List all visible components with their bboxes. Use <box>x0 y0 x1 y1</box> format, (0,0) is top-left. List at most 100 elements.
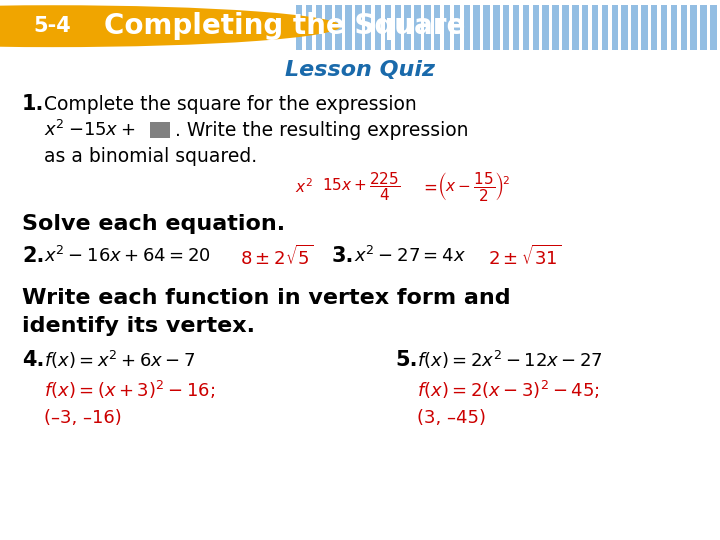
FancyBboxPatch shape <box>542 35 549 50</box>
Text: as a binomial squared.: as a binomial squared. <box>44 147 257 166</box>
FancyBboxPatch shape <box>296 35 302 50</box>
FancyBboxPatch shape <box>651 35 657 50</box>
Text: identify its vertex.: identify its vertex. <box>22 316 255 336</box>
FancyBboxPatch shape <box>296 20 302 35</box>
FancyBboxPatch shape <box>395 20 401 35</box>
FancyBboxPatch shape <box>336 20 342 35</box>
FancyBboxPatch shape <box>405 5 411 20</box>
FancyBboxPatch shape <box>493 5 500 20</box>
FancyBboxPatch shape <box>296 5 302 20</box>
FancyBboxPatch shape <box>523 20 529 35</box>
FancyBboxPatch shape <box>690 20 697 35</box>
FancyBboxPatch shape <box>464 5 470 20</box>
FancyBboxPatch shape <box>365 5 372 20</box>
FancyBboxPatch shape <box>631 5 638 20</box>
Text: (3, –45): (3, –45) <box>417 409 486 427</box>
Text: $\left(x - \dfrac{15}{2}\right)^{\!2}$: $\left(x - \dfrac{15}{2}\right)^{\!2}$ <box>437 170 510 203</box>
FancyBboxPatch shape <box>631 35 638 50</box>
FancyBboxPatch shape <box>375 35 382 50</box>
Text: $8 \pm 2\sqrt{5}$: $8 \pm 2\sqrt{5}$ <box>240 244 313 268</box>
FancyBboxPatch shape <box>680 5 687 20</box>
FancyBboxPatch shape <box>641 20 647 35</box>
FancyBboxPatch shape <box>621 20 628 35</box>
FancyBboxPatch shape <box>641 35 647 50</box>
FancyBboxPatch shape <box>493 35 500 50</box>
FancyBboxPatch shape <box>572 35 579 50</box>
FancyBboxPatch shape <box>552 5 559 20</box>
FancyBboxPatch shape <box>533 5 539 20</box>
FancyBboxPatch shape <box>424 35 431 50</box>
FancyBboxPatch shape <box>582 20 588 35</box>
FancyBboxPatch shape <box>306 35 312 50</box>
Text: $f(x) = 2x^2 - 12x - 27$: $f(x) = 2x^2 - 12x - 27$ <box>417 349 603 372</box>
FancyBboxPatch shape <box>315 20 322 35</box>
Text: $x^2 - 16x + 64 = 20$: $x^2 - 16x + 64 = 20$ <box>44 246 211 266</box>
FancyBboxPatch shape <box>306 5 312 20</box>
FancyBboxPatch shape <box>336 5 342 20</box>
FancyBboxPatch shape <box>631 20 638 35</box>
FancyBboxPatch shape <box>661 20 667 35</box>
FancyBboxPatch shape <box>513 35 519 50</box>
FancyBboxPatch shape <box>365 35 372 50</box>
Text: 1.: 1. <box>22 94 45 114</box>
Text: $f(x)= x^2 + 6x - 7$: $f(x)= x^2 + 6x - 7$ <box>44 349 195 372</box>
FancyBboxPatch shape <box>444 5 450 20</box>
Text: $=$: $=$ <box>420 177 437 195</box>
Text: Solve each equation.: Solve each equation. <box>22 214 285 234</box>
FancyBboxPatch shape <box>651 5 657 20</box>
FancyBboxPatch shape <box>651 20 657 35</box>
FancyBboxPatch shape <box>592 20 598 35</box>
FancyBboxPatch shape <box>444 20 450 35</box>
FancyBboxPatch shape <box>315 5 322 20</box>
FancyBboxPatch shape <box>405 35 411 50</box>
FancyBboxPatch shape <box>150 123 170 138</box>
Circle shape <box>0 5 341 47</box>
FancyBboxPatch shape <box>384 5 391 20</box>
FancyBboxPatch shape <box>474 5 480 20</box>
FancyBboxPatch shape <box>710 35 716 50</box>
FancyBboxPatch shape <box>483 35 490 50</box>
Text: Holt McDougal Algebra 2: Holt McDougal Algebra 2 <box>9 524 138 534</box>
FancyBboxPatch shape <box>710 5 716 20</box>
FancyBboxPatch shape <box>562 20 569 35</box>
Text: Lesson Quiz: Lesson Quiz <box>285 60 435 80</box>
Text: $x^2 - 27 = 4x$: $x^2 - 27 = 4x$ <box>354 246 466 266</box>
Text: Completing the Square: Completing the Square <box>104 12 466 40</box>
FancyBboxPatch shape <box>493 20 500 35</box>
FancyBboxPatch shape <box>474 35 480 50</box>
Text: Complete the square for the expression: Complete the square for the expression <box>44 95 417 114</box>
FancyBboxPatch shape <box>611 35 618 50</box>
FancyBboxPatch shape <box>306 20 312 35</box>
FancyBboxPatch shape <box>345 20 351 35</box>
Text: 4.: 4. <box>22 350 45 370</box>
FancyBboxPatch shape <box>503 35 510 50</box>
Text: Copyright © by Holt Mc Dougal. All Rights Reserved.: Copyright © by Holt Mc Dougal. All Right… <box>454 524 711 534</box>
FancyBboxPatch shape <box>582 35 588 50</box>
FancyBboxPatch shape <box>414 5 420 20</box>
FancyBboxPatch shape <box>355 20 361 35</box>
FancyBboxPatch shape <box>395 35 401 50</box>
FancyBboxPatch shape <box>562 35 569 50</box>
FancyBboxPatch shape <box>325 35 332 50</box>
FancyBboxPatch shape <box>464 35 470 50</box>
FancyBboxPatch shape <box>315 35 322 50</box>
FancyBboxPatch shape <box>690 5 697 20</box>
FancyBboxPatch shape <box>542 5 549 20</box>
FancyBboxPatch shape <box>701 20 707 35</box>
Text: 5-4: 5-4 <box>34 16 71 36</box>
FancyBboxPatch shape <box>611 20 618 35</box>
FancyBboxPatch shape <box>345 35 351 50</box>
Text: $x^2$: $x^2$ <box>295 177 312 195</box>
FancyBboxPatch shape <box>671 35 678 50</box>
Text: . Write the resulting expression: . Write the resulting expression <box>175 121 469 140</box>
Text: $- 15x +$: $- 15x +$ <box>68 122 135 139</box>
FancyBboxPatch shape <box>483 5 490 20</box>
Text: $f(x) = 2(x - 3)^2 - 45;$: $f(x) = 2(x - 3)^2 - 45;$ <box>417 379 600 401</box>
FancyBboxPatch shape <box>552 35 559 50</box>
FancyBboxPatch shape <box>375 20 382 35</box>
FancyBboxPatch shape <box>384 35 391 50</box>
FancyBboxPatch shape <box>375 5 382 20</box>
Text: 2.: 2. <box>22 246 45 266</box>
FancyBboxPatch shape <box>701 5 707 20</box>
FancyBboxPatch shape <box>325 20 332 35</box>
